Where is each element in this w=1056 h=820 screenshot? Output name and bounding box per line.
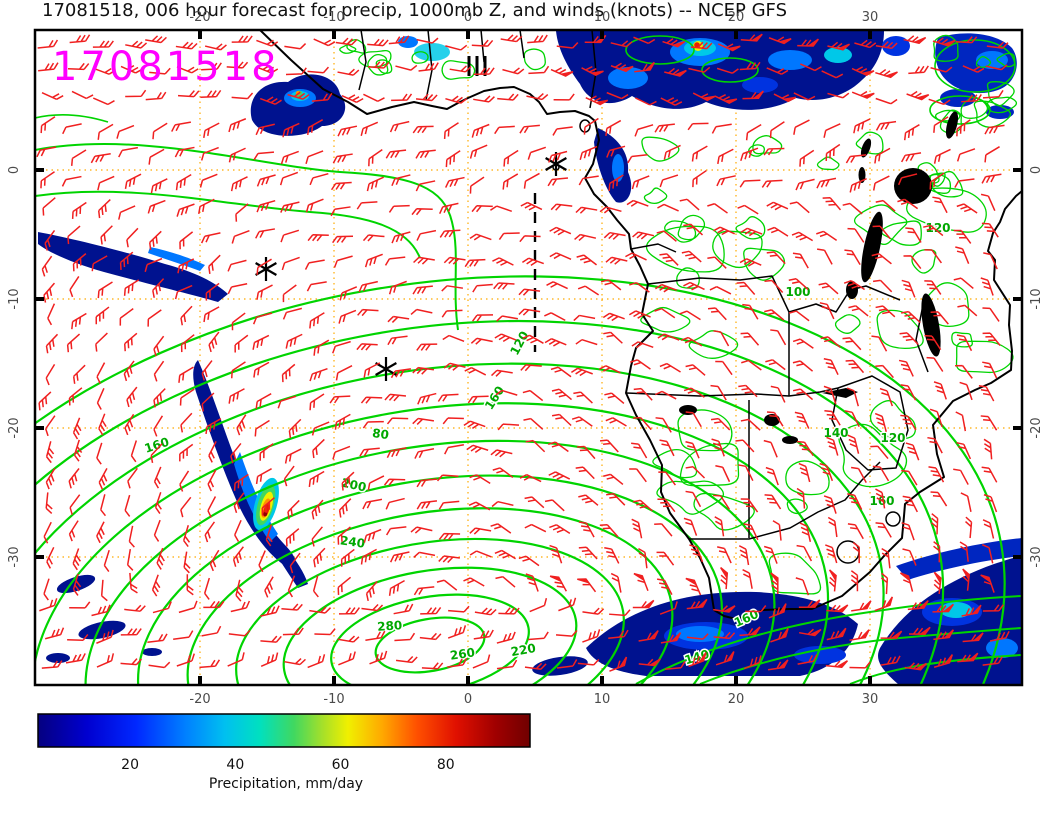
lat-tick-label: 0	[7, 166, 22, 174]
lon-tick-label: -20	[189, 692, 210, 707]
lon-tick-label: 10	[594, 10, 611, 25]
lon-tick-label: 20	[728, 10, 745, 25]
colorbar-label: Precipitation, mm/day	[209, 776, 363, 792]
precip-itcz-band	[398, 31, 910, 203]
africa-coastline	[259, 30, 1022, 620]
lat-tick-label: -10	[7, 288, 22, 309]
colorbar: Precipitation, mm/day 20 40 60 80	[37, 713, 531, 792]
lat-tick-label: -20	[1029, 417, 1044, 438]
contour-label: 100	[785, 285, 810, 299]
lon-tick-label: 20	[728, 692, 745, 707]
contour-label: 260	[449, 645, 476, 662]
contour-label: 200	[340, 476, 367, 495]
lon-tick-label: 0	[464, 692, 472, 707]
contour-label: 80	[371, 426, 389, 442]
lon-tick-label: 30	[862, 692, 879, 707]
colorbar-tick-label: 20	[121, 757, 139, 773]
lon-tick-label: -10	[323, 692, 344, 707]
contour-label: 120	[925, 221, 950, 235]
asterisk-marker	[375, 362, 397, 376]
map-frame-and-axes: -20 -20 -10 -10 0 0 10 10 20 20 30 30 0 0 -10 -10 -20 -20…	[7, 10, 1044, 707]
colorbar-tick-label: 40	[226, 757, 244, 773]
lat-tick-label: -30	[1029, 546, 1044, 567]
colorbar-gradient-bar	[37, 713, 531, 748]
wind-barbs	[36, 33, 1010, 672]
colorbar-tick-label: 80	[437, 757, 455, 773]
contour-label: 160	[482, 384, 507, 413]
contour-label: 160	[143, 435, 171, 456]
map-frame	[33, 28, 1024, 687]
lat-tick-label: -20	[7, 417, 22, 438]
coastlines-and-borders	[259, 30, 1022, 620]
colorbar-tick-label: 60	[332, 757, 350, 773]
contour-label: 280	[377, 618, 403, 634]
contour-label: 240	[339, 533, 366, 550]
lon-tick-label: 0	[464, 10, 472, 25]
precip-left-streaks	[38, 232, 228, 302]
contour-label: 120	[507, 329, 531, 358]
run-timestamp-overlay: 17081518	[52, 44, 280, 90]
contour-label: 120	[880, 431, 905, 445]
lon-tick-label: -10	[323, 10, 344, 25]
asterisk-marker	[255, 262, 277, 276]
contour-label: 140	[823, 426, 848, 440]
lon-tick-label: 10	[594, 692, 611, 707]
lon-tick-label: 30	[862, 10, 879, 25]
figure-title: 17081518, 006 hour forecast for precip, …	[42, 0, 787, 21]
lat-tick-label: -10	[1029, 288, 1044, 309]
lat-tick-label: 0	[1029, 166, 1044, 174]
station-tick-cluster	[467, 56, 487, 76]
precipitation-shading	[38, 31, 1022, 684]
lat-tick-label: -30	[7, 546, 22, 567]
lon-tick-label: -20	[189, 10, 210, 25]
contour-label: 220	[510, 641, 537, 659]
